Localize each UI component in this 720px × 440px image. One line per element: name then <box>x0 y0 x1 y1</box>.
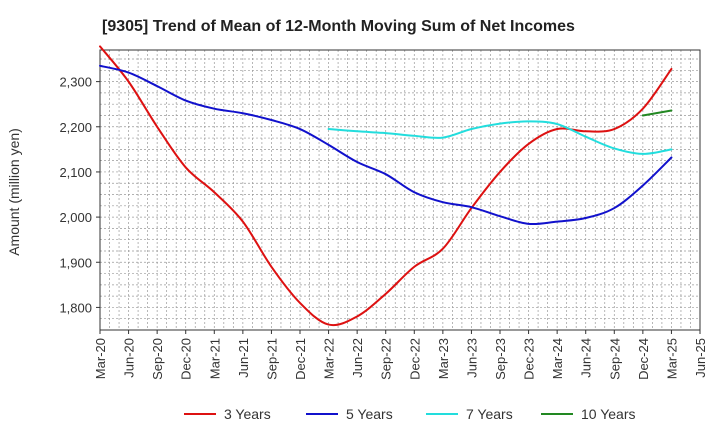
x-tick-label: Sep-23 <box>493 338 508 380</box>
x-tick-label: Sep-20 <box>150 338 165 380</box>
series-line-3-years <box>99 45 673 327</box>
plot-frame <box>99 49 701 331</box>
legend-label-3-years: 3 Years <box>224 406 271 422</box>
x-tick-label: Mar-22 <box>322 338 337 379</box>
legend-label-5-years: 5 Years <box>346 406 393 422</box>
y-tick-label: 2,200 <box>59 120 92 135</box>
y-tick-label: 2,300 <box>59 75 92 90</box>
x-tick-label: Jun-20 <box>122 338 137 378</box>
x-tick-label: Jun-21 <box>236 338 251 378</box>
x-tick-label: Mar-20 <box>93 338 108 379</box>
series-line-10-years <box>641 109 673 117</box>
y-tick-label: 2,000 <box>59 210 92 225</box>
y-tick-label: 1,900 <box>59 255 92 270</box>
series-line-7-years <box>327 120 673 155</box>
x-tick-label: Dec-20 <box>179 338 194 380</box>
legend-label-7-years: 7 Years <box>466 406 513 422</box>
x-tick-label: Mar-23 <box>436 338 451 379</box>
plot-area: 1,800 1,900 2,000 2,100 2,200 2,300 Mar-20 Jun-… <box>59 45 708 380</box>
x-tick-label: Sep-22 <box>379 338 394 380</box>
y-tick-label: 2,100 <box>59 165 92 180</box>
x-tick-label: Dec-23 <box>522 338 537 380</box>
x-tick-label: Jun-23 <box>464 338 479 378</box>
legend-label-10-years: 10 Years <box>581 406 636 422</box>
y-axis-label: Amount (million yen) <box>6 128 22 256</box>
x-tick-label: Dec-21 <box>293 338 308 380</box>
x-tick-label: Sep-21 <box>264 338 279 380</box>
legend: 3 Years 5 Years 7 Years 10 Years <box>184 406 636 422</box>
x-tick-label: Mar-25 <box>664 338 679 379</box>
y-tick-label: 1,800 <box>59 300 92 315</box>
x-tick-label: Jun-22 <box>350 338 365 378</box>
x-tick-label: Sep-24 <box>607 338 622 380</box>
series-line-5-years <box>99 64 673 226</box>
x-tick-label: Jun-24 <box>579 338 594 378</box>
x-tick-label: Dec-22 <box>407 338 422 380</box>
x-tick-label: Dec-24 <box>636 338 651 380</box>
x-tick-label: Mar-24 <box>550 338 565 379</box>
chart-title: [9305] Trend of Mean of 12-Month Moving … <box>102 18 575 35</box>
x-tick-label: Jun-25 <box>693 338 708 378</box>
x-tick-label: Mar-21 <box>207 338 222 379</box>
